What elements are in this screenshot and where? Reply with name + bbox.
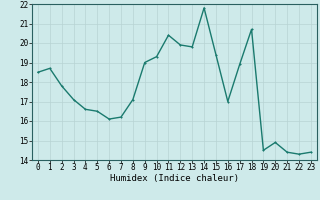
X-axis label: Humidex (Indice chaleur): Humidex (Indice chaleur) (110, 174, 239, 183)
